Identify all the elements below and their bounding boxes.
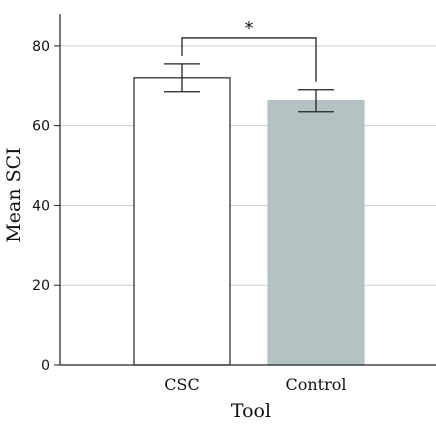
axes (54, 14, 436, 366)
y-tick-labels: 0 20 40 60 80 (32, 39, 50, 374)
x-tick-labels: CSC Control (164, 375, 346, 394)
y-tick-label: 0 (41, 358, 50, 374)
significance-bracket: * (181, 18, 317, 82)
y-tick-label: 80 (32, 39, 50, 55)
bar-control (267, 99, 365, 366)
y-axis-title: Mean SCI (3, 147, 25, 242)
significance-line (181, 37, 317, 82)
error-bars (164, 63, 334, 113)
bars (133, 77, 365, 366)
significance-label: * (245, 18, 254, 39)
x-axis-title: Tool (231, 400, 271, 422)
x-tick-label: Control (285, 375, 346, 394)
y-tick-label: 60 (32, 119, 50, 135)
y-tick-label: 40 (32, 198, 50, 214)
bar-csc (133, 77, 231, 366)
gridlines (60, 45, 436, 286)
y-tick-label: 20 (32, 278, 50, 294)
x-tick-label: CSC (164, 375, 199, 394)
